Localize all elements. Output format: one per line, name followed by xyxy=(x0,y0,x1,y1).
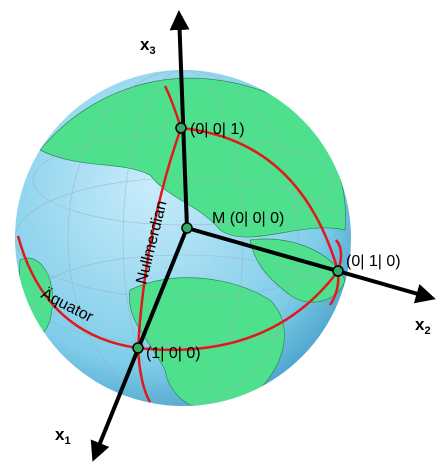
point-label: (1| 0| 0) xyxy=(146,345,201,362)
point-marker xyxy=(175,122,187,134)
axis-label: x1 xyxy=(55,425,71,447)
equator-curve xyxy=(16,235,343,352)
meridian-curve xyxy=(136,85,183,403)
point-label: (0| 0| 1) xyxy=(190,121,245,138)
axis-x2 xyxy=(186,226,436,304)
point-marker xyxy=(181,222,193,234)
point-label: (0| 1| 0) xyxy=(346,253,401,270)
meridian-90-curve xyxy=(180,126,340,306)
point-marker xyxy=(332,265,344,277)
point-label: M (0| 0| 0) xyxy=(212,210,284,227)
axis-label: x2 xyxy=(415,315,431,337)
axis-x3 xyxy=(169,10,190,229)
point-marker xyxy=(132,342,144,354)
point-markers xyxy=(132,122,344,354)
red-circles xyxy=(16,85,343,403)
axis-label: x3 xyxy=(140,35,156,57)
